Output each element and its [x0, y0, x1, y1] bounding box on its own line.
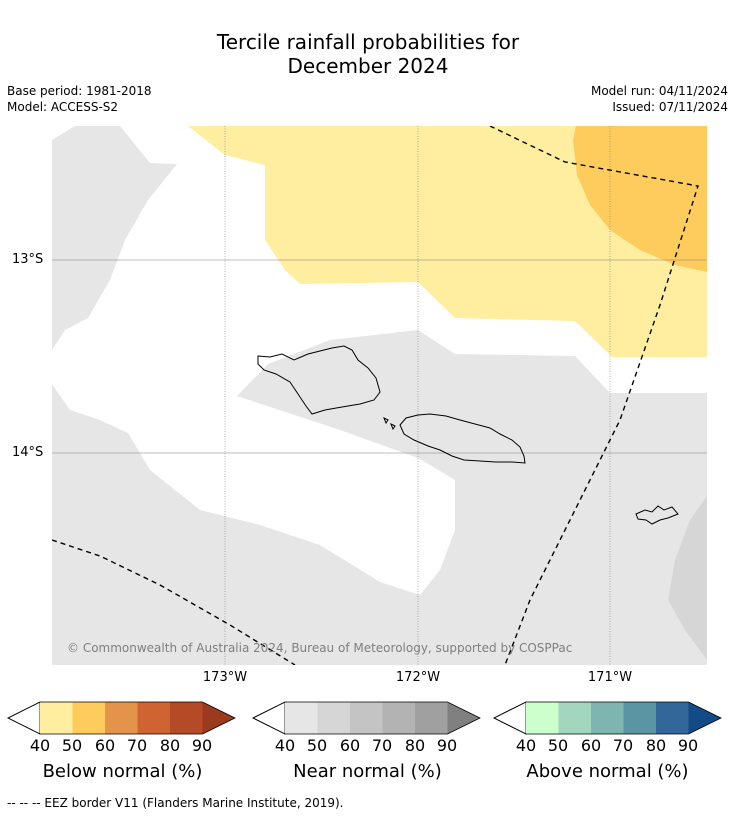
- below-tick: 80: [159, 736, 181, 755]
- issued-date: Issued: 07/11/2024: [612, 100, 728, 114]
- below-tick: 60: [94, 736, 116, 755]
- below-swatch-2: [72, 702, 105, 734]
- near-swatch-2: [317, 702, 350, 734]
- near-tick: 70: [371, 736, 393, 755]
- copyright-notice: © Commonwealth of Australia 2024, Bureau…: [67, 641, 573, 655]
- above-swatch-3: [591, 702, 624, 734]
- title-line-1: Tercile rainfall probabilities for: [216, 30, 520, 54]
- near-extend-low: [252, 701, 286, 735]
- above-tick: 80: [645, 736, 667, 755]
- above-normal-title: Above normal (%): [526, 761, 689, 782]
- below-normal-50-region: [573, 126, 707, 272]
- above-tick: 90: [677, 736, 699, 755]
- above-swatch-2: [558, 702, 591, 734]
- title-line-2: December 2024: [287, 54, 449, 78]
- eez-footnote: -- -- -- EEZ border V11 (Flanders Marine…: [7, 796, 344, 810]
- above-swatch-5: [656, 702, 689, 734]
- near-swatch-4: [382, 702, 415, 734]
- near-tick: 90: [436, 736, 458, 755]
- graticule: [52, 126, 707, 665]
- below-swatch-4: [137, 702, 170, 734]
- above-tick: 60: [580, 736, 602, 755]
- below-swatch-5: [170, 702, 203, 734]
- lon-label-173w: 173°W: [202, 670, 248, 685]
- eez-line-south: [52, 539, 296, 665]
- near-normal-50-region: [668, 496, 707, 660]
- base-period: Base period: 1981-2018: [7, 84, 152, 98]
- below-swatch-3: [105, 702, 138, 734]
- near-normal-region-south: [52, 330, 707, 665]
- near-swatch-1: [285, 702, 318, 734]
- colorbar-above: [493, 701, 722, 735]
- near-tick: 60: [339, 736, 361, 755]
- model-run: Model run: 04/11/2024: [590, 84, 728, 98]
- near-tick: 80: [404, 736, 426, 755]
- above-colorbar-outline: [493, 701, 722, 735]
- below-tick: 50: [61, 736, 83, 755]
- apolima-islet: [383, 416, 389, 425]
- near-colorbar-outline: [252, 701, 481, 735]
- below-tick: 90: [191, 736, 213, 755]
- chart-title: Tercile rainfall probabilities for Decem…: [0, 30, 736, 78]
- below-extend-low: [7, 701, 41, 735]
- above-tick: 40: [515, 736, 537, 755]
- near-normal-title: Near normal (%): [293, 761, 442, 782]
- below-colorbar-outline: [7, 701, 236, 735]
- eez-border: [52, 126, 699, 665]
- near-swatch-3: [350, 702, 383, 734]
- below-tick: 70: [126, 736, 148, 755]
- near-normal-region-west: [52, 126, 177, 350]
- lon-label-172w: 172°W: [395, 670, 441, 685]
- below-tick: 40: [29, 736, 51, 755]
- near-tick: 50: [306, 736, 328, 755]
- above-swatch-4: [623, 702, 656, 734]
- savaii-island: [257, 345, 381, 415]
- above-swatch-1: [526, 702, 559, 734]
- model-name: Model: ACCESS-S2: [7, 100, 119, 114]
- below-extend-high: [202, 702, 235, 734]
- upolu-island: [399, 413, 526, 464]
- near-tick: 40: [274, 736, 296, 755]
- lat-label-14s: 14°S: [12, 445, 44, 460]
- map-panel: [52, 126, 707, 665]
- manono-islet: [390, 422, 396, 431]
- meta-right: Model run: 04/11/2024 Issued: 07/11/2024: [591, 83, 728, 115]
- near-extend-high: [447, 702, 480, 734]
- above-tick: 70: [612, 736, 634, 755]
- coastlines: [257, 345, 679, 525]
- colorbar-near: [252, 701, 481, 735]
- below-normal-40-region: [188, 126, 707, 357]
- colorbar-below: [7, 701, 236, 735]
- tutuila-island: [635, 505, 679, 525]
- below-swatch-1: [40, 702, 73, 734]
- meta-left: Base period: 1981-2018 Model: ACCESS-S2: [7, 83, 152, 115]
- lat-label-13s: 13°S: [12, 252, 44, 267]
- near-swatch-5: [415, 702, 448, 734]
- above-extend-low: [493, 701, 527, 735]
- above-tick: 50: [547, 736, 569, 755]
- below-normal-title: Below normal (%): [42, 761, 203, 782]
- lon-label-171w: 171°W: [587, 670, 633, 685]
- eez-line-north: [489, 126, 699, 665]
- above-extend-high: [688, 702, 721, 734]
